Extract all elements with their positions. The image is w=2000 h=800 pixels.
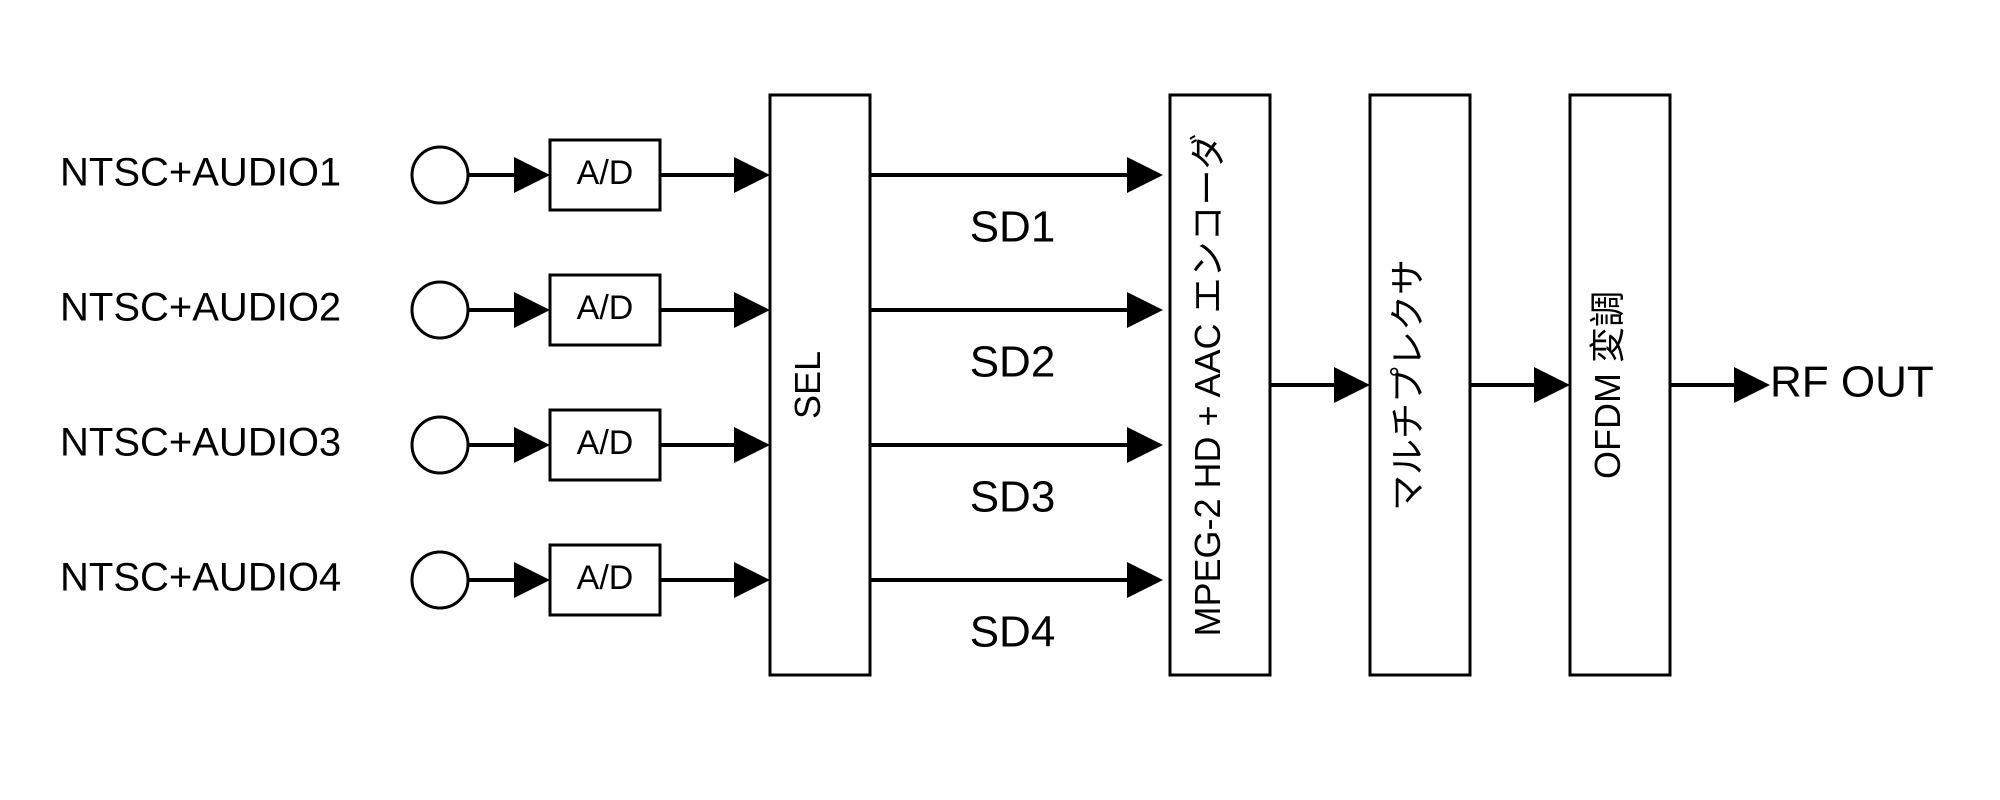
input-port-3 [412,417,468,473]
encoder-label: MPEG-2 HD + AAC エンコーダ [1187,133,1228,636]
ad-label-3: A/D [577,424,634,462]
ad-label-2: A/D [577,289,634,327]
sel-label: SEL [787,351,828,419]
sd-label-4: SD4 [970,608,1056,657]
ad-label-1: A/D [577,154,634,192]
sd-label-1: SD1 [970,203,1056,252]
ad-label-4: A/D [577,559,634,597]
output-label: RF OUT [1770,358,1934,407]
input-port-4 [412,552,468,608]
input-port-2 [412,282,468,338]
input-label-4: NTSC+AUDIO4 [60,556,341,600]
input-label-3: NTSC+AUDIO3 [60,421,341,465]
input-label-2: NTSC+AUDIO2 [60,286,341,330]
sd-label-3: SD3 [970,473,1056,522]
input-port-1 [412,147,468,203]
ofdm-label: OFDM 変調 [1587,291,1628,479]
sd-label-2: SD2 [970,338,1056,387]
input-label-1: NTSC+AUDIO1 [60,151,341,195]
mux-label: マルチプレクサ [1387,259,1428,511]
